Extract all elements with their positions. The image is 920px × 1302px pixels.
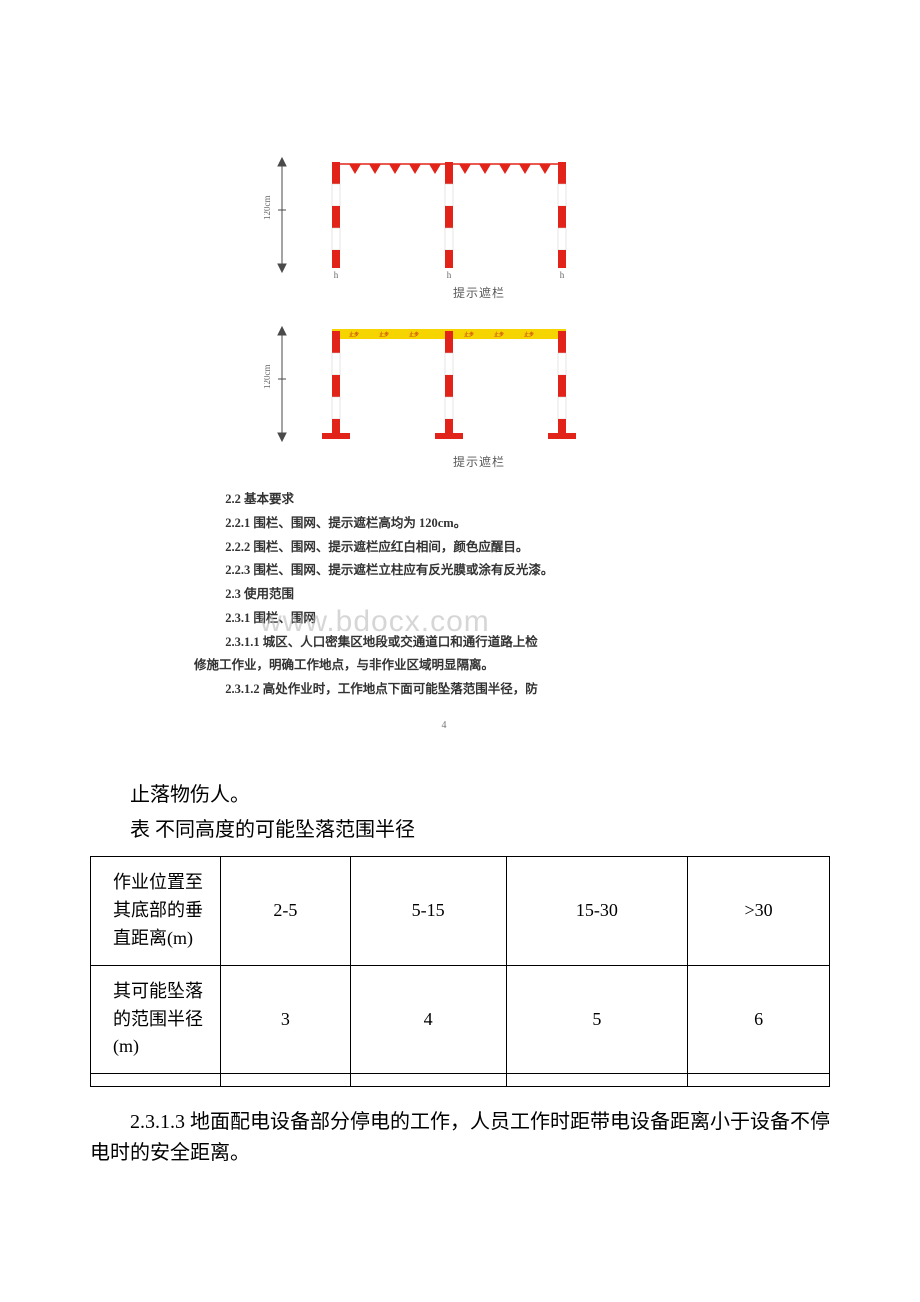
table-row: 其可能坠落的范围半径(m) 3 4 5 6 — [91, 965, 830, 1074]
spec-2-3-1-2: 2.3.1.2 高处作业时，工作地点下面可能坠落范围半径，防 — [194, 678, 694, 702]
cell: 4 — [350, 965, 506, 1074]
spec-2-3-1-1b: 修施工作业，明确工作地点，与非作业区域明显隔离。 — [194, 654, 694, 678]
table-title: 表 不同高度的可能坠落范围半径 — [90, 815, 830, 846]
cell: 6 — [688, 965, 830, 1074]
cell: >30 — [688, 857, 830, 966]
outer-p2: 2.3.1.3 地面配电设备部分停电的工作，人员工作时距带电设备距离小于设备不停… — [90, 1107, 830, 1169]
svg-text:止步: 止步 — [464, 331, 474, 338]
row1-header: 作业位置至其底部的垂直距离(m) — [91, 857, 221, 966]
cell: 2-5 — [221, 857, 351, 966]
svg-text:h: h — [560, 270, 565, 280]
svg-text:止步: 止步 — [409, 331, 419, 338]
diagram2-vlabel: 120cm — [264, 365, 272, 390]
svg-text:h: h — [334, 270, 339, 280]
svg-text:h: h — [447, 270, 452, 280]
outer-body: 止落物伤人。 表 不同高度的可能坠落范围半径 作业位置至其底部的垂直距离(m) … — [90, 780, 830, 1173]
diagram2-caption: 提示遮栏 — [264, 453, 694, 470]
spec-2-2-1: 2.2.1 围栏、围网、提示遮栏高均为 120cm。 — [194, 512, 694, 536]
spec-2-2: 2.2 基本要求 — [194, 488, 694, 512]
spec-2-2-3: 2.2.3 围栏、围网、提示遮栏立柱应有反光膜或涂有反光漆。 — [194, 559, 694, 583]
table-row-empty — [91, 1074, 830, 1087]
svg-text:止步: 止步 — [524, 331, 534, 338]
svg-text:止步: 止步 — [494, 331, 504, 338]
diagram2-posts — [322, 331, 576, 439]
cell: 5 — [506, 965, 688, 1074]
table-row: 作业位置至其底部的垂直距离(m) 2-5 5-15 15-30 >30 — [91, 857, 830, 966]
row2-header: 其可能坠落的范围半径(m) — [91, 965, 221, 1074]
diagram-fence-rope: 120cm h h — [264, 150, 694, 301]
fall-radius-table: 作业位置至其底部的垂直距离(m) 2-5 5-15 15-30 >30 其可能坠… — [90, 856, 830, 1087]
cell: 5-15 — [350, 857, 506, 966]
inner-page-number: 4 — [194, 720, 694, 731]
embedded-page: 120cm h h — [194, 150, 694, 731]
svg-text:止步: 止步 — [379, 331, 389, 338]
outer-p1: 止落物伤人。 — [90, 780, 830, 811]
spec-2-3-1-1a: 2.3.1.1 城区、人口密集区地段或交通道口和通行道路上检 — [194, 631, 694, 655]
spec-2-2-2: 2.2.2 围栏、围网、提示遮栏应红白相间，颜色应醒目。 — [194, 536, 694, 560]
spec-2-3: 2.3 使用范围 — [194, 583, 694, 607]
inner-spec-text: 2.2 基本要求 2.2.1 围栏、围网、提示遮栏高均为 120cm。 2.2.… — [194, 488, 694, 702]
cell: 15-30 — [506, 857, 688, 966]
spec-2-3-1: 2.3.1 围栏、围网 — [194, 607, 694, 631]
svg-text:止步: 止步 — [349, 331, 359, 338]
cell: 3 — [221, 965, 351, 1074]
diagram1-posts: h h h — [332, 162, 566, 280]
diagram1-caption: 提示遮栏 — [264, 284, 694, 301]
diagram1-vlabel: 120cm — [264, 196, 272, 221]
diagram-fence-band: 120cm 止步 止步 止步 止步 止步 止步 — [264, 319, 694, 470]
